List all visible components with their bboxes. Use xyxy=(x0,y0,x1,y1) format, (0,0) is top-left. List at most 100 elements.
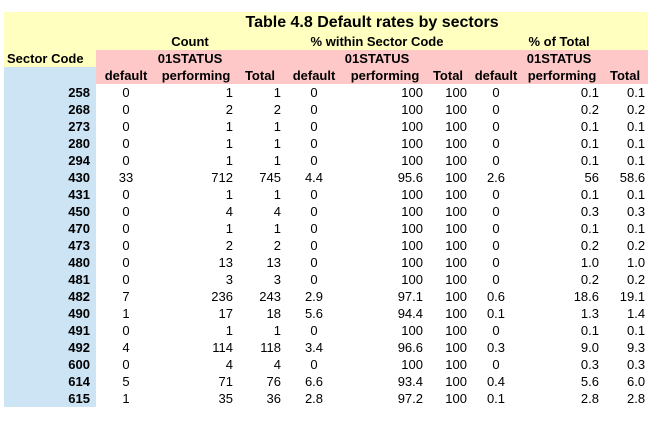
value-cell: 0.1 xyxy=(486,391,506,406)
value-cell: 100 xyxy=(445,323,467,338)
value-cell: 0 xyxy=(492,357,500,372)
value-cell: 100 xyxy=(401,255,423,270)
value-cell: 114 xyxy=(212,340,233,355)
value-cell: 100 xyxy=(445,374,467,389)
value-cell: 100 xyxy=(445,170,467,185)
sector-code-cell: 482 xyxy=(4,288,96,305)
value-cell: 0.2 xyxy=(580,102,599,117)
table-row: 273 0 1 1 0 100 100 0 0.1 0.1 xyxy=(4,118,648,135)
sector-code-cell: 481 xyxy=(4,271,96,288)
table-row: 470 0 1 1 0 100 100 0 0.1 0.1 xyxy=(4,220,648,237)
value-cell: 0.1 xyxy=(627,119,646,134)
value-cell: 0 xyxy=(122,357,130,372)
table-row: 431 0 1 1 0 100 100 0 0.1 0.1 xyxy=(4,186,648,203)
value-cell: 4 xyxy=(122,340,130,355)
table-row: 258 0 1 1 0 100 100 0 0.1 0.1 xyxy=(4,84,648,101)
value-cell: 0 xyxy=(310,102,318,117)
value-cell: 58.6 xyxy=(619,170,646,185)
value-cell: 0 xyxy=(122,323,130,338)
value-cell: 100 xyxy=(445,340,467,355)
sector-code-cell: 470 xyxy=(4,220,96,237)
value-cell: 100 xyxy=(401,119,423,134)
value-cell: 0 xyxy=(492,136,500,151)
value-cell: 1 xyxy=(273,153,281,168)
value-cell: 0.1 xyxy=(627,323,646,338)
value-cell: 1 xyxy=(225,153,233,168)
value-cell: 243 xyxy=(259,289,281,304)
table-row: 450 0 4 4 0 100 100 0 0.3 0.3 xyxy=(4,203,648,220)
value-cell: 0 xyxy=(122,136,130,151)
value-cell: 100 xyxy=(445,255,467,270)
value-cell: 4 xyxy=(225,357,233,372)
value-cell: 100 xyxy=(445,289,467,304)
group-pct-total: % of Total xyxy=(470,33,649,50)
sector-code-cell: 294 xyxy=(4,152,96,169)
value-cell: 0 xyxy=(310,136,318,151)
col-header-spacer xyxy=(4,67,96,84)
value-cell: 17 xyxy=(218,306,233,321)
col-header-default: default xyxy=(470,67,522,84)
table-row: 480 0 13 13 0 100 100 0 1.0 1.0 xyxy=(4,254,648,271)
value-cell: 13 xyxy=(218,255,233,270)
value-cell: 0 xyxy=(122,102,130,117)
sector-code-cell: 615 xyxy=(4,390,96,407)
col-header-performing: performing xyxy=(522,67,602,84)
value-cell: 1 xyxy=(225,85,233,100)
value-cell: 100 xyxy=(445,306,467,321)
value-cell: 0.1 xyxy=(486,306,506,321)
value-cell: 712 xyxy=(211,170,233,185)
value-cell: 0.3 xyxy=(580,204,599,219)
table-row: 492 4 114 118 3.4 96.6 100 0.3 9.0 9.3 xyxy=(4,339,648,356)
sector-code-cell: 450 xyxy=(4,203,96,220)
value-cell: 0.2 xyxy=(627,238,646,253)
value-cell: 19.1 xyxy=(619,289,646,304)
value-cell: 0.1 xyxy=(627,187,646,202)
value-cell: 100 xyxy=(401,238,423,253)
value-cell: 236 xyxy=(211,289,233,304)
value-cell: 745 xyxy=(259,170,281,185)
value-cell: 0.2 xyxy=(627,102,646,117)
value-cell: 0.3 xyxy=(486,340,506,355)
value-cell: 2.6 xyxy=(486,170,506,185)
value-cell: 1.0 xyxy=(580,255,599,270)
value-cell: 100 xyxy=(401,323,423,338)
value-cell: 1 xyxy=(225,187,233,202)
value-cell: 4 xyxy=(273,357,281,372)
value-cell: 56 xyxy=(584,170,599,185)
value-cell: 1 xyxy=(273,119,281,134)
value-cell: 4 xyxy=(225,204,233,219)
value-cell: 3 xyxy=(225,272,233,287)
value-cell: 100 xyxy=(401,221,423,236)
value-cell: 0 xyxy=(492,323,500,338)
sector-code-cell: 430 xyxy=(4,169,96,186)
sector-code-cell: 490 xyxy=(4,305,96,322)
value-cell: 0 xyxy=(492,102,500,117)
value-cell: 1 xyxy=(273,323,281,338)
value-cell: 1 xyxy=(225,323,233,338)
table-row: 615 1 35 36 2.8 97.2 100 0.1 2.8 2.8 xyxy=(4,390,648,407)
value-cell: 0 xyxy=(310,238,318,253)
value-cell: 0.3 xyxy=(627,204,646,219)
value-cell: 0.1 xyxy=(627,221,646,236)
value-cell: 1 xyxy=(122,391,130,406)
value-cell: 33 xyxy=(118,170,134,185)
value-cell: 0 xyxy=(122,204,130,219)
value-cell: 2 xyxy=(273,238,281,253)
value-cell: 0 xyxy=(310,153,318,168)
value-cell: 100 xyxy=(445,102,467,117)
value-cell: 0 xyxy=(122,238,130,253)
value-cell: 0 xyxy=(122,153,130,168)
value-cell: 0 xyxy=(492,238,500,253)
value-cell: 9.3 xyxy=(627,340,646,355)
value-cell: 0.2 xyxy=(580,238,599,253)
value-cell: 100 xyxy=(401,153,423,168)
status-label-total: 01STATUS xyxy=(470,50,649,67)
value-cell: 1 xyxy=(122,306,130,321)
table-row: 280 0 1 1 0 100 100 0 0.1 0.1 xyxy=(4,135,648,152)
value-cell: 100 xyxy=(445,357,467,372)
value-cell: 0 xyxy=(122,187,130,202)
value-cell: 0 xyxy=(310,119,318,134)
value-cell: 71 xyxy=(218,374,233,389)
sector-code-cell: 280 xyxy=(4,135,96,152)
value-cell: 100 xyxy=(445,187,467,202)
